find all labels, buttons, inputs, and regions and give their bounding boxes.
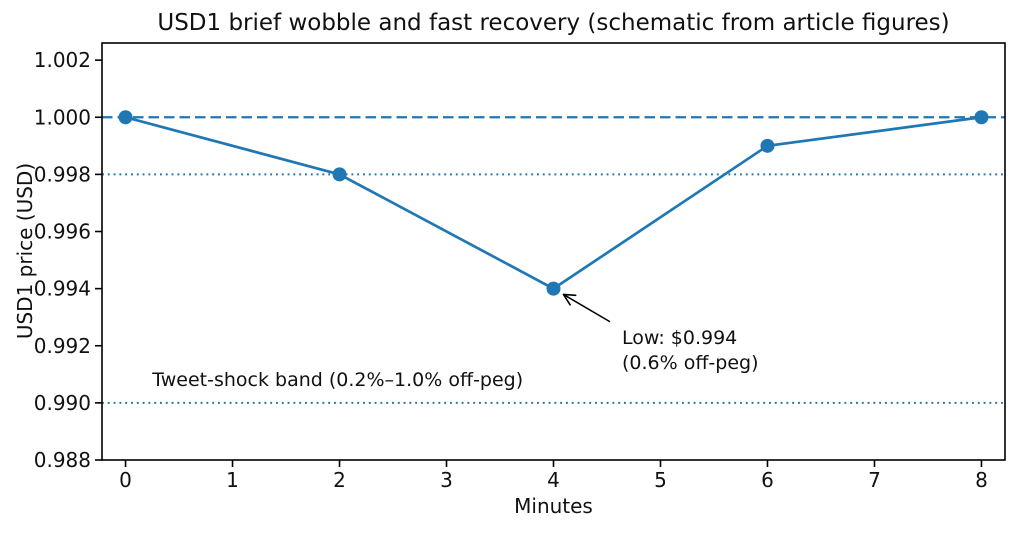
chart-title: USD1 brief wobble and fast recovery (sch… xyxy=(157,10,950,36)
x-axis-label: Minutes xyxy=(514,494,593,518)
band-label: Tweet-shock band (0.2%–1.0% off-peg) xyxy=(152,368,524,391)
x-tick-label: 7 xyxy=(868,468,881,492)
x-tick-label: 3 xyxy=(440,468,453,492)
x-tick-label: 0 xyxy=(119,468,132,492)
axis-ticks: 0 1 2 3 4 5 6 7 8 0.988 0.990 0.992 0.994 0.996 0.998 1… xyxy=(34,48,988,492)
y-tick-label: 0.990 xyxy=(34,391,91,415)
x-tick-label: 5 xyxy=(654,468,667,492)
price-series xyxy=(118,110,989,296)
y-tick-label: 0.994 xyxy=(34,277,91,301)
y-tick-label: 0.992 xyxy=(34,334,91,358)
y-tick-label: 0.998 xyxy=(34,162,91,186)
annotation-text: Low: $0.994 (0.6% off-peg) xyxy=(622,326,759,376)
x-tick-label: 1 xyxy=(226,468,239,492)
data-point-marker xyxy=(332,167,347,182)
axes-frame xyxy=(101,42,1006,461)
data-point-marker xyxy=(118,110,133,125)
y-tick-label: 0.988 xyxy=(34,448,91,472)
annotation-line-1: Low: $0.994 xyxy=(621,326,738,349)
y-tick-label: 1.000 xyxy=(34,105,91,129)
annotation-arrow xyxy=(562,293,611,323)
x-tick-label: 2 xyxy=(333,468,346,492)
annotation-arrow-line xyxy=(562,293,611,323)
reference-lines xyxy=(102,116,1005,404)
plot-frame xyxy=(101,42,1006,461)
annotation-line-2: (0.6% off-peg) xyxy=(621,351,759,374)
data-point-marker xyxy=(974,110,989,125)
x-tick-label: 4 xyxy=(547,468,560,492)
x-tick-label: 6 xyxy=(761,468,774,492)
data-point-marker xyxy=(760,138,775,153)
y-tick-label: 1.002 xyxy=(34,48,91,72)
series-line xyxy=(124,115,983,290)
x-tick-label: 8 xyxy=(975,468,988,492)
y-tick-label: 0.996 xyxy=(34,220,91,244)
data-point-marker xyxy=(546,281,561,296)
